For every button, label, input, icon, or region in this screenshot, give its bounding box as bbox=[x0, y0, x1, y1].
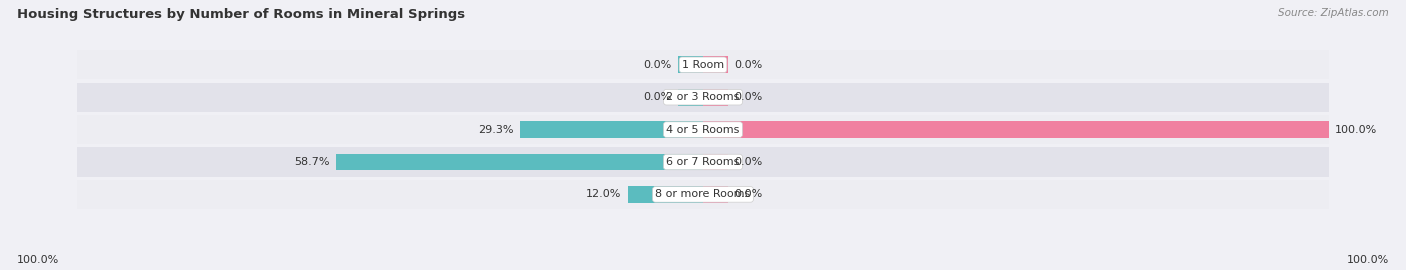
Bar bbox=[77, 115, 1329, 144]
Text: 1 Room: 1 Room bbox=[682, 60, 724, 70]
Bar bbox=[77, 147, 1329, 177]
Text: 58.7%: 58.7% bbox=[294, 157, 329, 167]
Text: 0.0%: 0.0% bbox=[734, 157, 762, 167]
Bar bbox=[703, 56, 728, 73]
Bar bbox=[628, 186, 703, 203]
Text: Housing Structures by Number of Rooms in Mineral Springs: Housing Structures by Number of Rooms in… bbox=[17, 8, 465, 21]
Bar bbox=[703, 154, 728, 170]
Text: 12.0%: 12.0% bbox=[586, 189, 621, 200]
Text: 0.0%: 0.0% bbox=[734, 60, 762, 70]
Bar bbox=[77, 180, 1329, 209]
Bar bbox=[336, 154, 703, 170]
Bar bbox=[703, 186, 728, 203]
Text: Source: ZipAtlas.com: Source: ZipAtlas.com bbox=[1278, 8, 1389, 18]
Text: 100.0%: 100.0% bbox=[1334, 124, 1376, 135]
Text: 100.0%: 100.0% bbox=[1347, 255, 1389, 265]
Text: 2 or 3 Rooms: 2 or 3 Rooms bbox=[666, 92, 740, 102]
Bar bbox=[703, 89, 728, 106]
Text: 0.0%: 0.0% bbox=[644, 60, 672, 70]
Text: 0.0%: 0.0% bbox=[644, 92, 672, 102]
Bar bbox=[77, 50, 1329, 79]
Text: 4 or 5 Rooms: 4 or 5 Rooms bbox=[666, 124, 740, 135]
Text: 8 or more Rooms: 8 or more Rooms bbox=[655, 189, 751, 200]
Bar bbox=[678, 89, 703, 106]
Text: 0.0%: 0.0% bbox=[734, 92, 762, 102]
Text: 100.0%: 100.0% bbox=[17, 255, 59, 265]
Bar bbox=[703, 121, 1329, 138]
Text: 0.0%: 0.0% bbox=[734, 189, 762, 200]
Text: 6 or 7 Rooms: 6 or 7 Rooms bbox=[666, 157, 740, 167]
Bar bbox=[520, 121, 703, 138]
Bar bbox=[678, 56, 703, 73]
Text: 29.3%: 29.3% bbox=[478, 124, 513, 135]
Bar bbox=[77, 83, 1329, 112]
